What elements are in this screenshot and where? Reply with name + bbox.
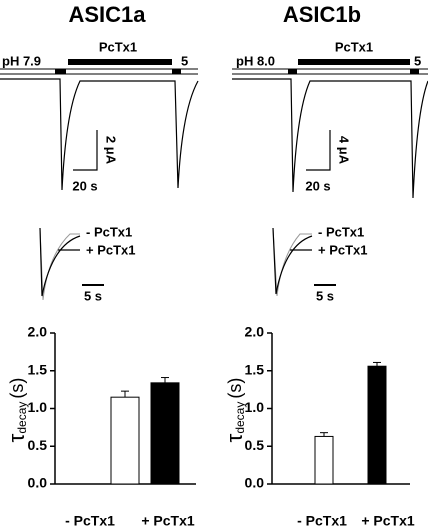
traces-left bbox=[0, 59, 199, 301]
bar bbox=[150, 382, 180, 485]
ph-label: pH 7.9 bbox=[2, 53, 41, 68]
bar bbox=[367, 365, 387, 485]
x-tick-label: - PcTx1 bbox=[65, 513, 115, 529]
y-axis-label-part: τ bbox=[4, 433, 29, 442]
scale-time: 20 s bbox=[305, 178, 330, 193]
recovery-label: 5 bbox=[181, 53, 188, 68]
y-tick-label: 1.0 bbox=[245, 399, 265, 415]
drug-label: PcTx1 bbox=[335, 39, 373, 54]
inset-legend: + PcTx1 bbox=[86, 242, 136, 257]
y-tick-label: 2.0 bbox=[28, 324, 48, 340]
y-axis-label-part: decay bbox=[15, 402, 29, 434]
y-tick-label: 0.0 bbox=[245, 475, 265, 491]
recovery-label: 5 bbox=[414, 53, 421, 68]
ph-label: pH 8.0 bbox=[236, 53, 275, 68]
x-tick-label: + PcTx1 bbox=[361, 513, 415, 529]
y-axis-label-part: (s) bbox=[7, 378, 27, 399]
y-axis-label: τdecay (s) bbox=[4, 378, 29, 443]
bar bbox=[110, 396, 140, 485]
y-axis-label-part: τ bbox=[222, 433, 247, 442]
y-tick-label: 0.5 bbox=[28, 437, 48, 453]
panel-title: ASIC1b bbox=[283, 2, 361, 27]
y-axis-label-part: (s) bbox=[225, 378, 245, 399]
y-tick-label: 1.0 bbox=[28, 399, 48, 415]
traces-right bbox=[232, 59, 428, 297]
panel-title: ASIC1a bbox=[68, 2, 146, 27]
y-tick-label: 0.0 bbox=[28, 475, 48, 491]
x-tick-label: - PcTx1 bbox=[297, 513, 347, 529]
drug-label: PcTx1 bbox=[99, 39, 137, 54]
inset-legend: - PcTx1 bbox=[86, 224, 132, 239]
scale-time: 20 s bbox=[72, 178, 97, 193]
inset-legend: + PcTx1 bbox=[318, 242, 368, 257]
y-tick-label: 1.5 bbox=[28, 361, 48, 377]
bar bbox=[314, 435, 334, 485]
scale-current: 4 μA bbox=[337, 136, 352, 165]
inset-legend: - PcTx1 bbox=[318, 224, 364, 239]
y-axis-label-part: decay bbox=[233, 402, 247, 434]
scale-current: 2 μA bbox=[104, 136, 119, 165]
inset-time: 5 s bbox=[84, 288, 102, 303]
y-tick-label: 1.5 bbox=[245, 361, 265, 377]
y-tick-label: 0.5 bbox=[245, 437, 265, 453]
x-tick-label: + PcTx1 bbox=[141, 513, 195, 529]
y-axis-label: τdecay (s) bbox=[222, 378, 247, 443]
inset-time: 5 s bbox=[316, 288, 334, 303]
y-tick-label: 2.0 bbox=[245, 324, 265, 340]
